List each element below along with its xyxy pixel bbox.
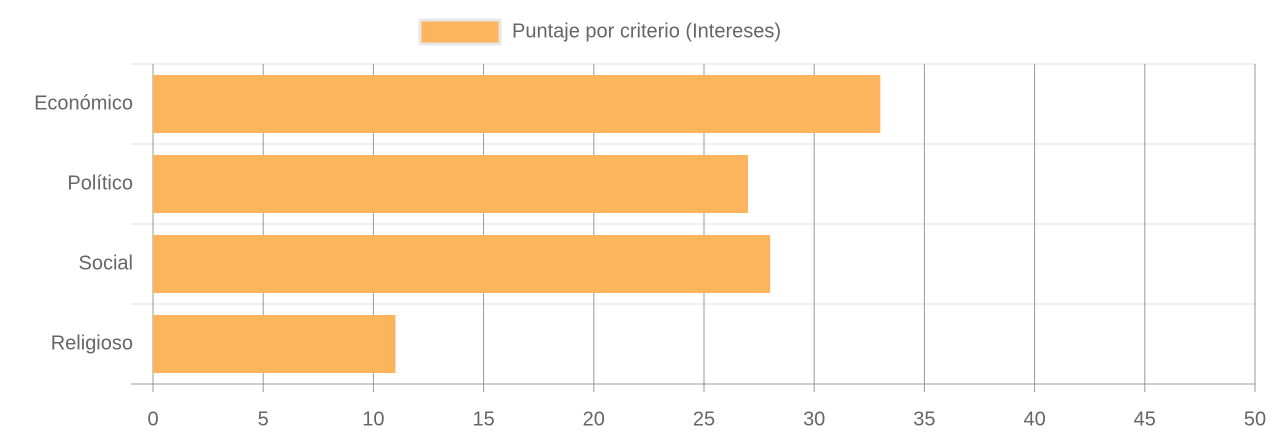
- x-tick-label: 40: [1023, 408, 1045, 430]
- x-tick-label: 45: [1134, 408, 1156, 430]
- x-tick-label: 20: [583, 408, 605, 430]
- x-tick-label: 10: [362, 408, 384, 430]
- y-tick-label: Religioso: [51, 332, 133, 354]
- y-tick-label: Social: [79, 252, 133, 274]
- y-tick-label: Político: [67, 172, 133, 194]
- x-tick-label: 0: [147, 408, 158, 430]
- x-tick-label: 35: [913, 408, 935, 430]
- bar: [153, 75, 881, 133]
- legend-label: Puntaje por criterio (Intereses): [512, 20, 781, 42]
- bar: [153, 155, 749, 213]
- x-tick-label: 50: [1244, 408, 1266, 430]
- x-tick-label: 30: [803, 408, 825, 430]
- bar: [153, 235, 771, 293]
- y-tick-label: Económico: [34, 92, 133, 114]
- x-tick-label: 15: [472, 408, 494, 430]
- x-tick-label: 5: [258, 408, 269, 430]
- legend-swatch: [418, 18, 502, 46]
- bar: [153, 315, 396, 373]
- x-tick-label: 25: [693, 408, 715, 430]
